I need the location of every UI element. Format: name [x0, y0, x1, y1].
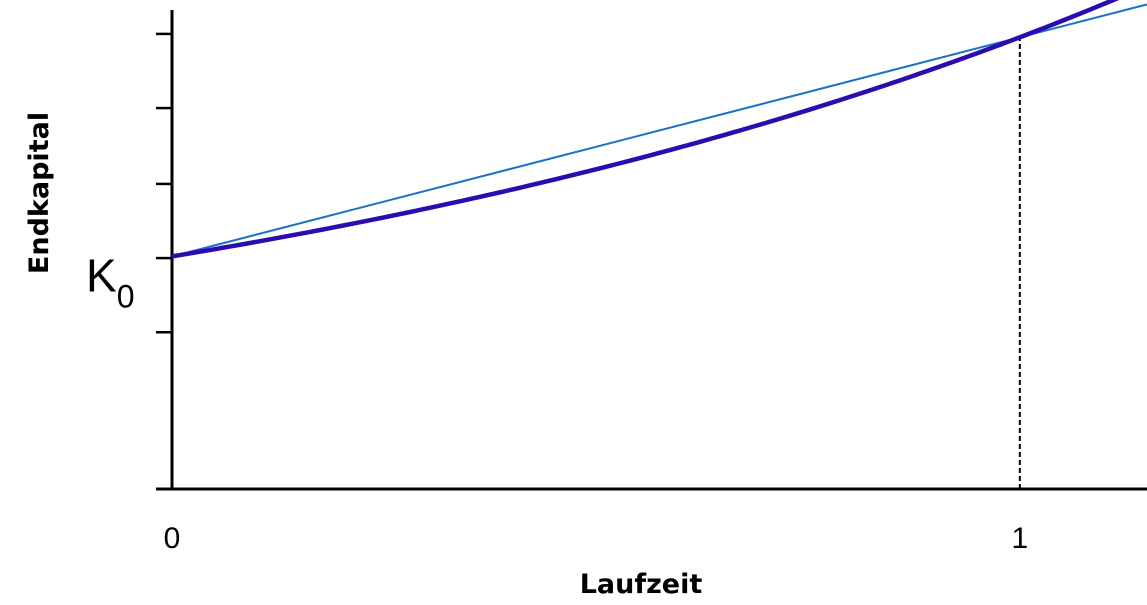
- k0-subscript: 0: [117, 278, 135, 314]
- k0-main: K: [86, 249, 117, 301]
- x-tick-label-1: 1: [1011, 522, 1028, 555]
- x-axis-title: Laufzeit: [580, 569, 703, 600]
- y-ticks: [156, 32, 172, 491]
- series-linear: [171, 3, 1147, 258]
- series-exponential: [171, 0, 1120, 259]
- axes: [156, 10, 1147, 491]
- x-tick-label-0: 0: [164, 522, 181, 555]
- y-axis-title: Endkapital: [24, 112, 55, 274]
- k0-label: K0: [86, 249, 134, 314]
- plot-area: [171, 0, 1147, 489]
